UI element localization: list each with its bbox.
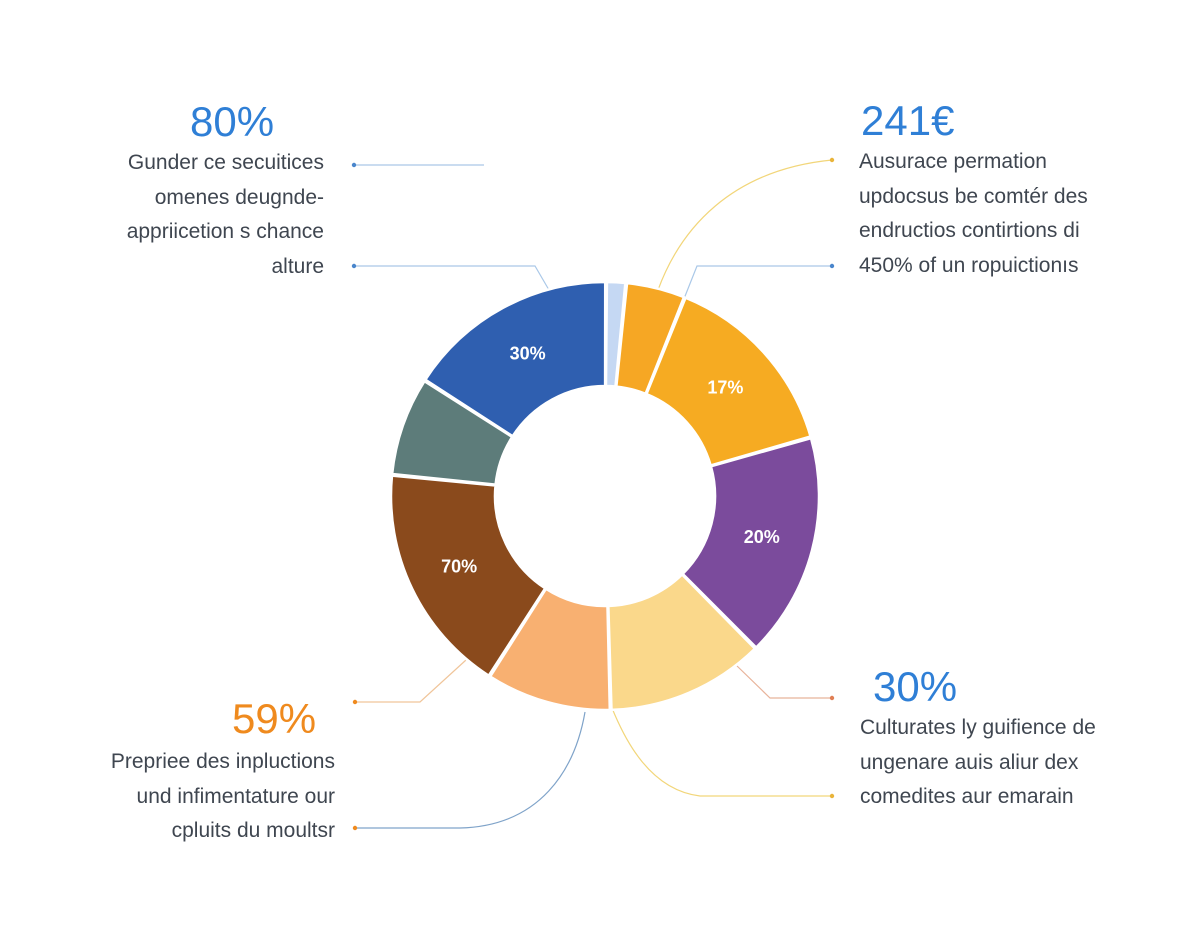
connector-dot bbox=[829, 263, 835, 269]
stat-top-right: 241€ bbox=[861, 97, 955, 144]
donut-slice bbox=[390, 379, 514, 486]
description-line: alture bbox=[271, 254, 324, 278]
connector-bottom-right-lower bbox=[611, 707, 832, 797]
connector-dot bbox=[351, 162, 357, 168]
description-line: cpluits du moultsr bbox=[171, 819, 335, 843]
connector-bottom-right-upper bbox=[734, 663, 832, 699]
slice-label: 17% bbox=[707, 378, 743, 398]
donut-slice bbox=[607, 573, 757, 712]
description-line: omenes deugnde- bbox=[154, 185, 324, 209]
description-line: Gunder ce secuitices bbox=[127, 151, 324, 174]
description-bottom-right: Culturates ly guifience de ungenare auis… bbox=[860, 711, 1096, 815]
donut-slice-labels: 17% 20% 70% 30% bbox=[441, 344, 780, 577]
description-line: appriicetion s chance bbox=[126, 220, 324, 244]
connector-bottom-left-upper bbox=[355, 659, 467, 703]
donut-slices bbox=[389, 280, 821, 712]
description-line: ungenare auis aliur dex bbox=[860, 750, 1079, 774]
donut-slice bbox=[645, 296, 812, 467]
donut-slice bbox=[681, 436, 821, 649]
description-line: 450% of un ropuictionıs bbox=[859, 253, 1079, 277]
description-top-right: Ausurace permation updocsus be comtér de… bbox=[859, 145, 1088, 283]
connector-dot bbox=[351, 263, 357, 269]
connector-top-right-upper bbox=[657, 159, 833, 291]
connector-dot bbox=[352, 699, 358, 705]
description-line: updocsus be comtér des bbox=[859, 184, 1088, 208]
stat-bottom-left: 59% bbox=[232, 695, 317, 742]
description-line: Prepriee des inpluctions bbox=[110, 750, 335, 773]
description-bottom-left: Prepriee des inpluctions und infimentatu… bbox=[111, 745, 335, 849]
connector-dot bbox=[829, 793, 835, 799]
donut-slice bbox=[488, 587, 612, 712]
donut-slice bbox=[615, 281, 686, 396]
description-line: Ausurace permation bbox=[859, 150, 1047, 173]
description-line: comedites aur emarain bbox=[860, 785, 1074, 809]
connector-bottom-left-lower bbox=[355, 711, 586, 829]
connector-top-left-lower bbox=[352, 265, 550, 291]
donut-slice bbox=[389, 474, 547, 677]
stat-bottom-right: 30% bbox=[873, 663, 958, 710]
connector-dot bbox=[829, 157, 835, 163]
connector-dot bbox=[352, 825, 358, 831]
stat-top-left: 80% bbox=[190, 98, 275, 145]
description-line: Culturates ly guifience de bbox=[860, 716, 1096, 739]
slice-label: 20% bbox=[744, 527, 780, 547]
description-top-left: Gunder ce secuitices omenes deugnde- app… bbox=[127, 146, 324, 284]
slice-label: 30% bbox=[510, 344, 546, 364]
slice-label: 70% bbox=[441, 557, 477, 577]
donut-slice bbox=[424, 280, 607, 438]
description-line: endructios contirtions di bbox=[859, 219, 1080, 243]
connector-dot bbox=[829, 695, 835, 701]
description-line: und infimentature our bbox=[136, 784, 335, 808]
